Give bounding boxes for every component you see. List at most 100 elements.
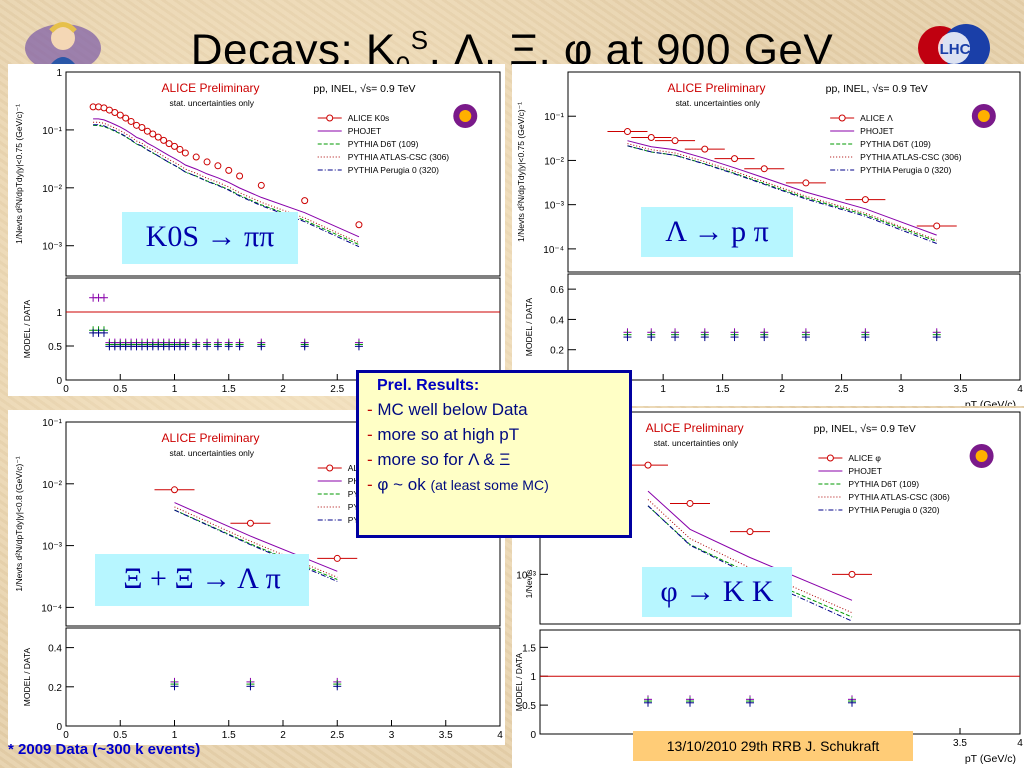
data-point	[257, 181, 265, 189]
data-point	[171, 142, 178, 150]
legend-entry: PYTHIA ATLAS-CSC (306)	[860, 152, 962, 162]
data-point	[160, 136, 168, 144]
data-point	[236, 172, 244, 180]
legend-entry: PH	[348, 476, 360, 486]
data-point	[143, 127, 151, 135]
legend-entry: PYTHIA D6T (109)	[860, 139, 931, 149]
data-point	[671, 137, 679, 145]
x-tick-label: 4	[1017, 384, 1023, 395]
model-curve	[647, 499, 853, 614]
ratio-tick-label: 0.5	[48, 342, 62, 353]
legend-entry: PYTHIA Perugia 0 (320)	[348, 165, 439, 175]
y-tick-label: 10⁻¹	[42, 126, 62, 137]
collision-header: pp, INEL, √s= 0.9 TeV	[313, 83, 415, 95]
data-point	[802, 179, 810, 187]
decay-box-xi: Ξ + Ξ → Λ π	[95, 554, 309, 606]
alice-logo-core-icon	[459, 110, 472, 122]
x-tick-label: 1.5	[716, 384, 730, 395]
svg-text:LHC: LHC	[940, 41, 971, 58]
data-point	[861, 196, 869, 204]
model-curve	[174, 509, 338, 582]
alice-preliminary-label: ALICE Preliminary	[646, 421, 744, 435]
data-point	[731, 155, 739, 163]
legend-entry: PHOJET	[848, 466, 882, 476]
data-point	[760, 165, 768, 173]
legend-marker	[326, 114, 334, 122]
ratio-tick-label: 0.2	[550, 346, 564, 357]
stat-uncertainties-label: stat. uncertainties only	[169, 448, 254, 458]
data-point	[746, 528, 754, 536]
data-point	[333, 554, 341, 562]
model-curve	[627, 140, 937, 236]
model-curve	[647, 505, 853, 622]
results-line-4: - φ ~ ok (at least some MC)	[367, 475, 549, 494]
y-axis-label: 1/Nevts d²N/dpTdy|y|<0.75 (GeV/c)⁻¹	[14, 104, 24, 244]
legend-entry: AL	[348, 463, 359, 473]
ratio-frame	[65, 277, 501, 381]
data-point	[214, 162, 222, 170]
data-point	[647, 134, 655, 142]
y-tick-label: 10⁻¹	[42, 418, 62, 429]
decay-box-phi: φ → K K	[642, 567, 792, 617]
x-tick-label: 1.5	[222, 384, 236, 395]
x-tick-label: 2	[280, 730, 286, 741]
legend-entry: ALICE Λ	[860, 113, 893, 123]
ratio-axis-label: MODEL / DATA	[22, 647, 32, 706]
data-point	[176, 145, 184, 153]
footer-data-note: * 2009 Data (~300 k events)	[8, 741, 201, 758]
xi-plot: 10⁻¹ 10⁻² 10⁻³ 10⁻⁴ 0.4 0.2 00 0.5 1 1.5 2 2.5 3 3.5 4…	[14, 418, 503, 741]
data-point	[225, 166, 233, 174]
x-tick-label: 0.5	[113, 730, 127, 741]
y-tick-label: 10⁻⁴	[41, 603, 62, 614]
y-tick-label: 10⁻⁴	[543, 245, 564, 256]
ratio-tick-label: 0.2	[48, 683, 62, 694]
legend-entry: PYTHIA Perugia 0 (320)	[848, 505, 939, 515]
x-tick-label: 2.5	[330, 730, 344, 741]
ratio-tick-label: 0	[530, 730, 536, 741]
y-tick-label: 10⁻²	[544, 156, 564, 167]
results-heading: Prel. Results:	[377, 377, 480, 394]
footer-date: 13/10/2010 29th RRB J. Schukraft	[633, 731, 913, 761]
y-tick-label: 10⁻²	[42, 184, 62, 195]
alice-preliminary-label: ALICE Preliminary	[161, 81, 259, 95]
ratio-tick-label: 1	[530, 672, 536, 683]
legend-entry: PHOJET	[860, 126, 894, 136]
y-axis-label: 1/Nevts	[524, 570, 534, 599]
model-curve	[647, 490, 853, 601]
ratio-frame	[567, 273, 1021, 381]
spectrum-frame	[65, 71, 501, 277]
legend-entry: PY	[348, 515, 360, 525]
collision-header: pp, INEL, √s= 0.9 TeV	[826, 83, 928, 95]
x-tick-label: 2.5	[330, 384, 344, 395]
legend-entry: PYTHIA D6T (109)	[848, 479, 919, 489]
ratio-tick-label: 0	[56, 722, 62, 733]
alice-preliminary-label: ALICE Preliminary	[667, 81, 765, 95]
data-point	[192, 153, 200, 161]
legend-entry: PYTHIA Perugia 0 (320)	[860, 165, 951, 175]
stat-uncertainties-label: stat. uncertainties only	[169, 98, 254, 108]
results-line-2: - more so at high pT	[367, 425, 520, 444]
model-curve	[93, 118, 360, 238]
spectrum-frame	[567, 71, 1021, 273]
ratio-frame	[539, 629, 1021, 735]
data-point	[127, 117, 135, 125]
legend-entry: ALICE φ	[848, 453, 881, 463]
ratio-tick-label: 0.6	[550, 285, 564, 296]
x-tick-label: 0	[63, 384, 69, 395]
data-point	[301, 197, 309, 205]
x-tick-label: 4	[1017, 738, 1023, 749]
alice-preliminary-label: ALICE Preliminary	[161, 431, 259, 445]
decay-box-lambda: Λ → p π	[641, 207, 793, 257]
data-point	[149, 130, 157, 138]
legend-entry: PYTHIA D6T (109)	[348, 139, 419, 149]
x-axis-label: pT (GeV/c)	[965, 753, 1016, 765]
data-point	[623, 128, 631, 136]
legend-entry: PYTHIA ATLAS-CSC (306)	[348, 152, 450, 162]
x-tick-label: 0.5	[113, 384, 127, 395]
data-point	[246, 519, 254, 527]
data-point	[848, 570, 856, 578]
ratio-tick-label: 1.5	[522, 643, 536, 654]
ratio-tick-label: 0.4	[550, 315, 564, 326]
ratio-tick-label: 0.4	[48, 644, 62, 655]
decay-box-k0s: K0S → ππ	[122, 212, 298, 264]
